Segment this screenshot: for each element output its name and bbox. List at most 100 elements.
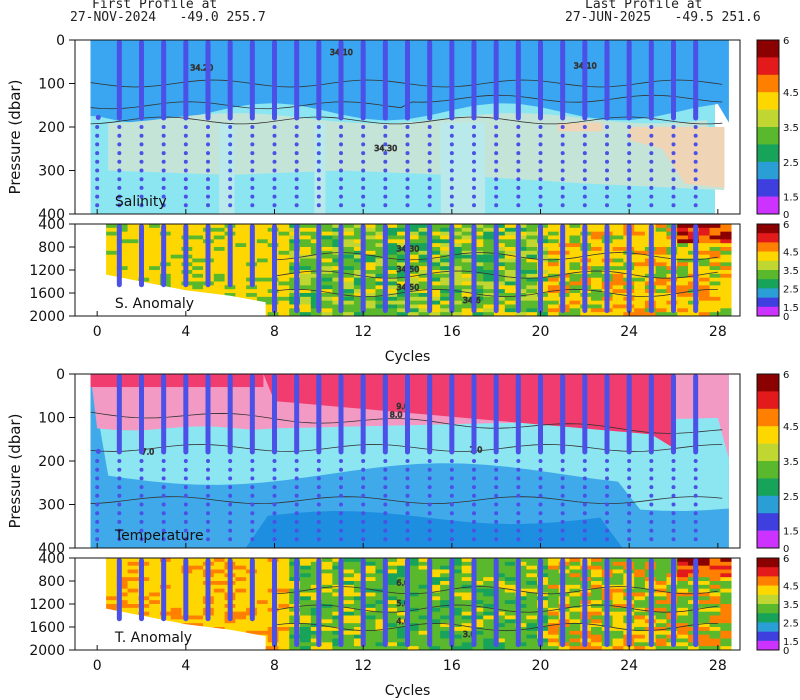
anomaly-cell [450,304,463,309]
anomaly-cell [483,243,495,248]
anomaly-cell [720,623,732,628]
anomaly-cell [655,638,667,643]
colorbar-frame [756,39,780,215]
profile-dot [538,519,543,524]
profile-dot [383,511,388,516]
anomaly-cell [429,231,441,236]
anomaly-cell [213,254,225,259]
profile-dot [228,493,233,498]
profile-dot [494,467,499,472]
profile-dot [449,502,454,507]
anomaly-cell [547,581,560,586]
anomaly-cell [353,296,366,302]
anomaly-cell [353,642,366,647]
anomaly-cell [537,312,549,317]
profile-dot [316,476,321,481]
anomaly-cell [278,312,290,317]
profile-dot [649,502,654,507]
temp-contour-label: 8.0 [390,411,403,420]
anomaly-cell [364,581,376,586]
anomaly-cell [170,231,182,236]
anomaly-cell [149,615,161,620]
profile-dot [405,177,410,182]
anomaly-cell [515,308,527,313]
anomaly-cell [127,596,139,601]
anomaly-cell [213,607,225,613]
anomaly-cell [709,258,721,263]
anomaly-cell [547,569,560,574]
anomaly-cell [343,573,355,578]
x-tick-label: 4 [181,658,190,674]
anomaly-cell [709,565,721,570]
anomaly-cell [698,561,710,567]
anomaly-cell [300,304,312,309]
anomaly-cell [332,300,344,305]
profile-dot [449,459,454,463]
profile-column [648,374,654,455]
anomaly-cell [246,285,258,290]
anomaly-cell [677,231,689,236]
anomaly-cell [515,277,527,282]
anomaly-cell [418,266,430,271]
anomaly-cell [407,312,419,317]
first-profile-title: First Profile at [92,0,218,12]
profile-dot [206,476,210,481]
profile-dot [472,502,476,507]
anomaly-cell [720,231,732,236]
anomaly-cell [213,565,225,570]
profile-dot [316,133,321,138]
anomaly-cell [429,627,441,632]
profile-dot [649,476,654,481]
anomaly-cell [526,565,538,570]
anomaly-cell [504,638,516,643]
anomaly-cell [440,266,452,271]
anomaly-contour-label: 3.0 [463,630,476,639]
anomaly-cell [569,227,581,233]
anomaly-cell [192,250,204,256]
profile-column [405,40,410,121]
profile-dot [250,151,255,156]
anomaly-cell [461,243,473,248]
anomaly-cell [278,581,290,586]
anomaly-cell [332,596,344,601]
anomaly-cell [192,235,204,240]
anomaly-cell [397,573,409,578]
anomaly-cell [483,565,495,570]
anomaly-cell [655,296,667,302]
anomaly-cell [343,623,355,628]
profile-dot [117,159,122,164]
anomaly-cell [235,262,247,267]
anomaly-cell [634,300,646,305]
anomaly-cell [429,607,441,613]
anomaly-cell [483,235,495,240]
anomaly-cell [655,623,667,628]
profile-dot [250,194,255,199]
profile-dot [339,511,343,516]
profile-column [693,558,699,648]
anomaly-cell [375,231,387,236]
anomaly-cell [343,258,355,263]
profile-dot [494,476,499,481]
anomaly-cell [127,584,139,590]
anomaly-cell [397,277,409,282]
anomaly-cell [364,573,376,578]
anomaly-cell [278,239,290,244]
profile-dot [139,168,144,173]
anomaly-cell [321,596,333,601]
profile-dot [494,537,499,542]
anomaly-cell [364,293,376,298]
profile-dot [316,459,321,463]
profile-dot [161,194,166,199]
anomaly-cell [149,227,161,233]
anomaly-cell [332,285,344,290]
anomaly-cell [332,258,344,263]
profile-dot [228,133,233,138]
anomaly-cell [170,281,182,286]
profile-dot [228,459,233,463]
anomaly-cell [483,588,495,593]
profile-column [515,558,521,648]
anomaly-cell [375,642,387,647]
anomaly-cell [612,281,624,286]
profile-column [671,224,676,314]
profile-column [560,558,566,648]
